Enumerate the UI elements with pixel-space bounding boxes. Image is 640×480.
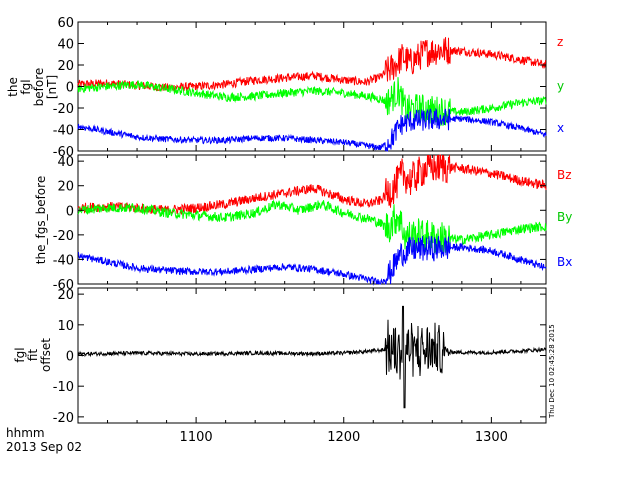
ylabel-line-3: offset <box>39 338 53 372</box>
legend-x: x <box>557 121 564 135</box>
legend-y: y <box>557 79 564 93</box>
y-tick-label: -10 <box>53 380 74 395</box>
legend-bz: Bz <box>557 168 572 182</box>
x-tick-label: 1100 <box>180 430 213 445</box>
ylabel-line-1: the_fgs_before <box>34 176 48 264</box>
ylabel-line-2: fit <box>26 349 40 362</box>
y-tick-label: 40 <box>57 155 74 170</box>
date-label: 2013 Sep 02 <box>6 440 82 454</box>
legend-bx: Bx <box>557 255 572 269</box>
series-layer <box>77 305 547 409</box>
y-tick-label: 10 <box>57 319 74 334</box>
tick-layer: 60 40 20 0 -20 -40 -60 <box>53 16 546 160</box>
ylabel-line-1: fgl <box>13 347 27 362</box>
series-line-bx <box>77 236 547 286</box>
series-line-y <box>77 77 547 126</box>
panel-frame <box>77 287 547 424</box>
y-tick-label: 20 <box>57 288 74 303</box>
y-tick-label: 0 <box>66 81 74 96</box>
tick-layer: 20 10 0 -10 -20 1100 1200 1300 <box>53 288 546 445</box>
y-tick-label: -60 <box>53 145 74 160</box>
timestamp-label: Thu Dec 10 02:45:28 2015 <box>548 324 556 419</box>
x-tick-label: 1300 <box>475 430 508 445</box>
time-format-label: hhmm <box>6 426 45 440</box>
panel-fgs-before: 40 20 0 -20 -40 -60 the_fgs_before Bz By Bx <box>34 154 572 293</box>
series-layer <box>77 37 547 152</box>
y-tick-label: -20 <box>53 102 74 117</box>
panel-fgl-before: 60 40 20 0 -20 -40 -60 the fgl before [nT] z y… <box>6 16 564 160</box>
ylabel-line-1: the <box>6 77 20 97</box>
series-layer <box>77 154 547 286</box>
series-line-by <box>77 199 547 255</box>
y-tick-label: 40 <box>57 38 74 53</box>
y-tick-label: -20 <box>53 411 74 426</box>
y-tick-label: 0 <box>66 350 74 365</box>
y-tick-label: 20 <box>57 180 74 195</box>
series-line-bz <box>77 154 547 216</box>
y-tick-label: -20 <box>53 229 74 244</box>
x-tick-label: 1200 <box>327 430 360 445</box>
ylabel-line-3: before <box>32 68 46 107</box>
y-tick-label: -40 <box>53 124 74 139</box>
panel-frame <box>77 154 547 285</box>
series-line-x <box>77 107 547 152</box>
y-tick-label: -60 <box>53 278 74 293</box>
y-tick-label: 20 <box>57 59 74 74</box>
legend-by: By <box>557 210 572 224</box>
y-tick-label: 0 <box>66 204 74 219</box>
ylabel-line-2: fgl <box>19 79 33 94</box>
y-tick-label: 60 <box>57 16 74 31</box>
tick-layer: 40 20 0 -20 -40 -60 <box>53 155 546 293</box>
legend-z: z <box>557 35 563 49</box>
ylabel-line-4: [nT] <box>45 75 59 99</box>
series-line-offset <box>77 305 547 409</box>
y-tick-label: -40 <box>53 253 74 268</box>
panel-fit-offset: 20 10 0 -10 -20 1100 1200 1300 fgl fit offset T… <box>13 287 556 445</box>
